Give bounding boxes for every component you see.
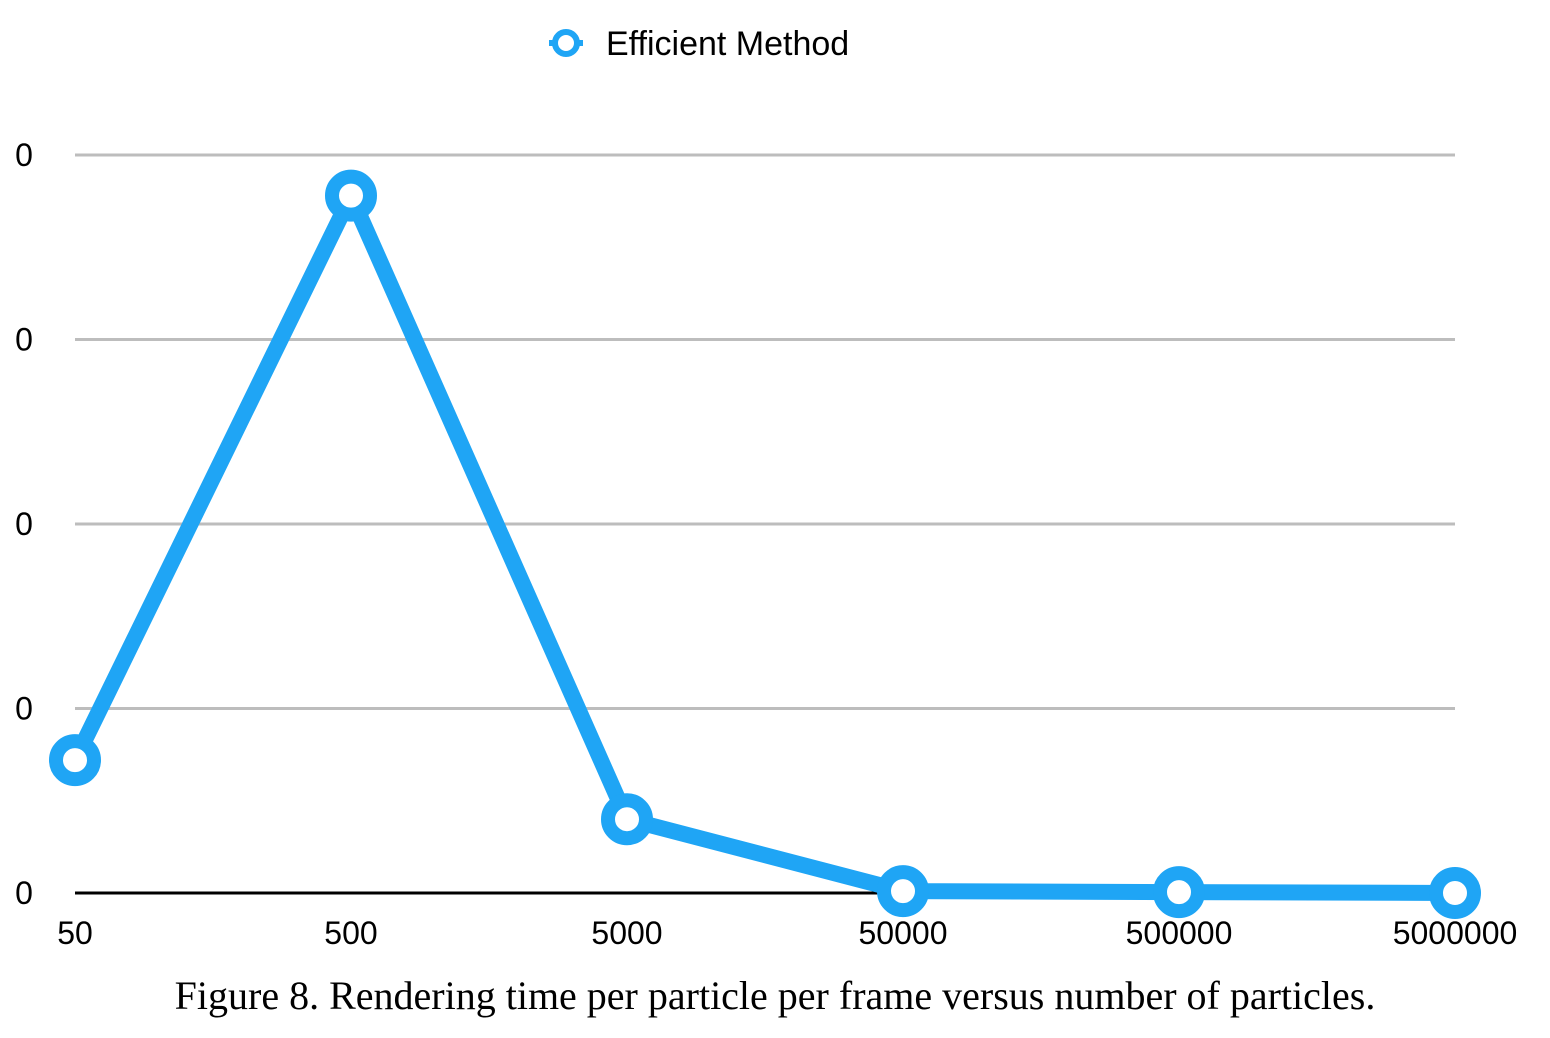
series-line (67, 187, 1463, 901)
y-tick-label: 0 (15, 875, 33, 911)
data-point (1153, 866, 1205, 919)
figure-caption: Figure 8. Rendering time per particle pe… (174, 973, 1376, 1018)
x-tick-label: 50000 (859, 915, 948, 951)
y-axis-ticks: 0 0 0 0 0 (15, 137, 33, 911)
y-tick-label: 0 (15, 137, 33, 173)
x-axis-ticks: 50 500 5000 50000 500000 5000000 (57, 915, 1517, 951)
legend-point-marker (552, 29, 580, 57)
data-point (49, 734, 101, 787)
x-tick-label: 500 (324, 915, 377, 951)
gridlines (75, 153, 1455, 895)
x-tick-label: 5000 (591, 915, 662, 951)
x-tick-label: 500000 (1126, 915, 1233, 951)
x-tick-label: 50 (57, 915, 93, 951)
data-point (877, 865, 929, 918)
data-point (1429, 867, 1481, 919)
legend-label: Efficient Method (606, 25, 849, 63)
legend: Efficient Method (549, 25, 849, 63)
y-tick-label: 0 (15, 691, 33, 727)
data-point (601, 793, 653, 846)
y-tick-label: 0 (15, 506, 33, 542)
data-point (325, 169, 377, 222)
series-group (49, 169, 1481, 919)
y-tick-label: 0 (15, 322, 33, 358)
x-tick-label: 5000000 (1393, 915, 1518, 951)
